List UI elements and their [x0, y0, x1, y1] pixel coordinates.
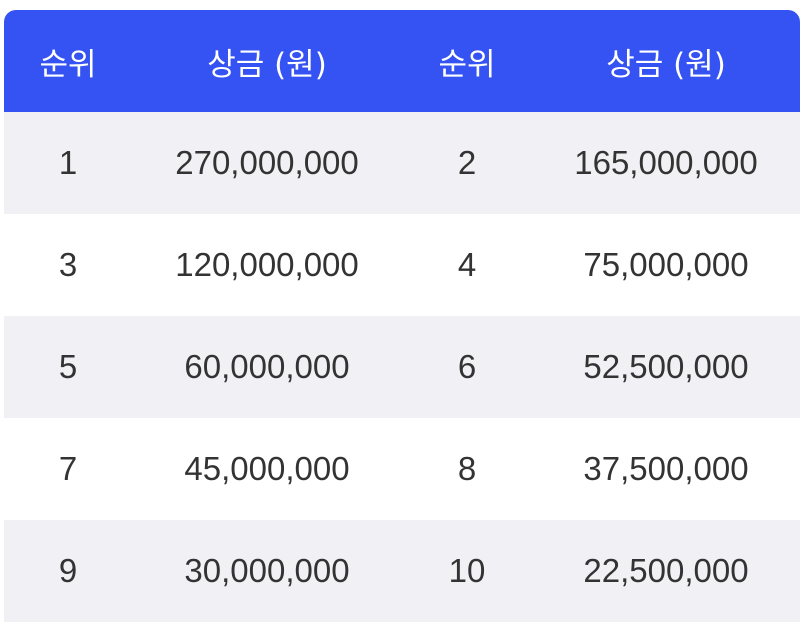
rank-cell: 8	[457, 450, 477, 487]
table-row: 7 45,000,000 8 37,500,000	[4, 418, 800, 520]
prize-cell: 37,500,000	[583, 450, 749, 487]
table-header: 순위 상금 (원) 순위 상금 (원)	[4, 10, 800, 112]
prize-cell: 75,000,000	[583, 246, 749, 283]
rank-cell: 10	[448, 552, 486, 589]
prize-cell: 120,000,000	[175, 246, 359, 283]
rank-cell: 9	[58, 552, 78, 589]
header-rank-1: 순위	[39, 46, 97, 83]
prize-cell: 60,000,000	[184, 348, 350, 385]
rank-cell: 4	[457, 246, 477, 283]
prize-cell: 270,000,000	[175, 144, 359, 181]
table-row: 1 270,000,000 2 165,000,000	[4, 112, 800, 214]
header-prize-1: 상금 (원)	[207, 46, 327, 83]
prize-cell: 165,000,000	[574, 144, 758, 181]
prize-cell: 52,500,000	[583, 348, 749, 385]
rank-cell: 1	[58, 144, 78, 181]
rank-cell: 5	[58, 348, 78, 385]
table-row: 3 120,000,000 4 75,000,000	[4, 214, 800, 316]
header-prize-2: 상금 (원)	[606, 46, 726, 83]
rank-cell: 3	[58, 246, 78, 283]
prize-cell: 22,500,000	[583, 552, 749, 589]
prize-cell: 45,000,000	[184, 450, 350, 487]
rank-cell: 7	[58, 450, 78, 487]
table-row: 9 30,000,000 10 22,500,000	[4, 520, 800, 622]
prize-table: 순위 상금 (원) 순위 상금 (원) 1 270,000,000 2 165,…	[4, 10, 800, 622]
header-rank-2: 순위	[438, 46, 496, 83]
table-row: 5 60,000,000 6 52,500,000	[4, 316, 800, 418]
prize-cell: 30,000,000	[184, 552, 350, 589]
rank-cell: 2	[457, 144, 477, 181]
rank-cell: 6	[457, 348, 477, 385]
